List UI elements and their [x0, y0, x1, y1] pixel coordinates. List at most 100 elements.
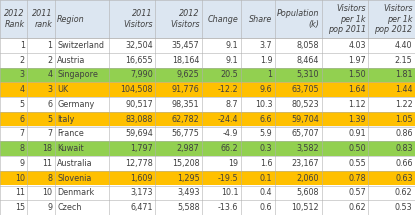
Text: 1,295: 1,295	[177, 174, 200, 183]
Bar	[0, 53, 415, 68]
Text: 23,167: 23,167	[291, 159, 319, 168]
Text: 10: 10	[42, 188, 52, 197]
Text: 2011
Visitors: 2011 Visitors	[123, 9, 153, 29]
Bar	[0, 82, 415, 97]
Text: Region: Region	[57, 14, 85, 23]
Text: 20.5: 20.5	[220, 70, 238, 79]
Text: 83,088: 83,088	[125, 115, 153, 124]
Text: 5: 5	[20, 100, 25, 109]
Text: 1.81: 1.81	[395, 70, 413, 79]
Text: 2: 2	[20, 56, 25, 65]
Text: 0.86: 0.86	[395, 129, 413, 138]
Text: 1,609: 1,609	[130, 174, 153, 183]
Text: 1.12: 1.12	[348, 100, 366, 109]
Text: 9,625: 9,625	[177, 70, 200, 79]
Text: 1.6: 1.6	[260, 159, 273, 168]
Text: 104,508: 104,508	[120, 85, 153, 94]
Text: 0.53: 0.53	[395, 203, 413, 212]
Text: 18,164: 18,164	[172, 56, 200, 65]
Text: Change: Change	[208, 14, 238, 23]
Text: 6: 6	[47, 100, 52, 109]
Text: 1.05: 1.05	[395, 115, 413, 124]
Text: 3.7: 3.7	[260, 41, 273, 50]
Text: 80,523: 80,523	[291, 100, 319, 109]
Text: 63,705: 63,705	[291, 85, 319, 94]
Text: 0.63: 0.63	[395, 174, 413, 183]
Bar	[0, 141, 415, 156]
Text: 1: 1	[267, 70, 273, 79]
Text: 35,457: 35,457	[172, 41, 200, 50]
Text: 8,058: 8,058	[297, 41, 319, 50]
Text: 5: 5	[47, 115, 52, 124]
Text: 1.97: 1.97	[348, 56, 366, 65]
Bar	[0, 68, 415, 82]
Text: 59,694: 59,694	[125, 129, 153, 138]
Text: Kuwait: Kuwait	[57, 144, 84, 153]
Text: Visitors
per 1k
pop 2011: Visitors per 1k pop 2011	[328, 5, 366, 34]
Text: 15: 15	[15, 203, 25, 212]
Bar	[0, 126, 415, 141]
Text: 6: 6	[20, 115, 25, 124]
Text: 10: 10	[15, 174, 25, 183]
Text: 6,471: 6,471	[130, 203, 153, 212]
Text: 0.4: 0.4	[260, 188, 273, 197]
Text: Share: Share	[249, 14, 273, 23]
Text: 5.9: 5.9	[260, 129, 273, 138]
Text: 90,517: 90,517	[125, 100, 153, 109]
Text: 0.62: 0.62	[395, 188, 413, 197]
Text: 66.2: 66.2	[221, 144, 238, 153]
Text: 10,512: 10,512	[291, 203, 319, 212]
Text: 8: 8	[47, 174, 52, 183]
Text: 9: 9	[20, 159, 25, 168]
Text: 8.7: 8.7	[226, 100, 238, 109]
Text: 0.83: 0.83	[395, 144, 413, 153]
Text: Australia: Australia	[57, 159, 93, 168]
Text: 12,778: 12,778	[125, 159, 153, 168]
Text: 1: 1	[20, 41, 25, 50]
Text: 0.91: 0.91	[348, 129, 366, 138]
Text: 7: 7	[20, 129, 25, 138]
Text: -13.6: -13.6	[218, 203, 238, 212]
Bar	[0, 38, 415, 53]
Text: 0.3: 0.3	[260, 144, 273, 153]
Text: UK: UK	[57, 85, 68, 94]
Text: 1.9: 1.9	[260, 56, 273, 65]
Text: Visitors
per 1k
pop 2012: Visitors per 1k pop 2012	[374, 5, 413, 34]
Text: 3: 3	[20, 70, 25, 79]
Bar	[0, 156, 415, 171]
Text: 1.39: 1.39	[348, 115, 366, 124]
Text: Czech: Czech	[57, 203, 81, 212]
Text: 0.66: 0.66	[395, 159, 413, 168]
Bar	[0, 171, 415, 186]
Text: 18: 18	[42, 144, 52, 153]
Text: 2,987: 2,987	[177, 144, 200, 153]
Text: 5,608: 5,608	[297, 188, 319, 197]
Text: 1.64: 1.64	[348, 85, 366, 94]
Bar	[0, 200, 415, 215]
Text: 4.03: 4.03	[348, 41, 366, 50]
Text: 0.55: 0.55	[348, 159, 366, 168]
Text: 15,208: 15,208	[172, 159, 200, 168]
Text: 2012
Rank: 2012 Rank	[4, 9, 25, 29]
Text: 4.40: 4.40	[395, 41, 413, 50]
Text: -19.5: -19.5	[218, 174, 238, 183]
Text: 1,797: 1,797	[130, 144, 153, 153]
Text: 98,351: 98,351	[172, 100, 200, 109]
Text: 10.3: 10.3	[255, 100, 273, 109]
Text: 9.1: 9.1	[226, 41, 238, 50]
Text: 1.22: 1.22	[395, 100, 413, 109]
Text: 3,582: 3,582	[296, 144, 319, 153]
Text: 4: 4	[20, 85, 25, 94]
Text: 3,493: 3,493	[177, 188, 200, 197]
Text: -24.4: -24.4	[218, 115, 238, 124]
Text: 19: 19	[228, 159, 238, 168]
Text: 7: 7	[47, 129, 52, 138]
Text: 7,990: 7,990	[130, 70, 153, 79]
Text: 16,655: 16,655	[125, 56, 153, 65]
Text: 5,588: 5,588	[177, 203, 200, 212]
Text: 65,707: 65,707	[291, 129, 319, 138]
Text: 9.6: 9.6	[260, 85, 273, 94]
Text: 0.62: 0.62	[348, 203, 366, 212]
Text: Denmark: Denmark	[57, 188, 94, 197]
Bar	[0, 0, 415, 38]
